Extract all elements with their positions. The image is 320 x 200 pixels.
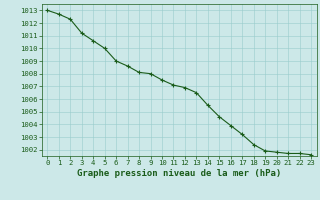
X-axis label: Graphe pression niveau de la mer (hPa): Graphe pression niveau de la mer (hPa) (77, 169, 281, 178)
